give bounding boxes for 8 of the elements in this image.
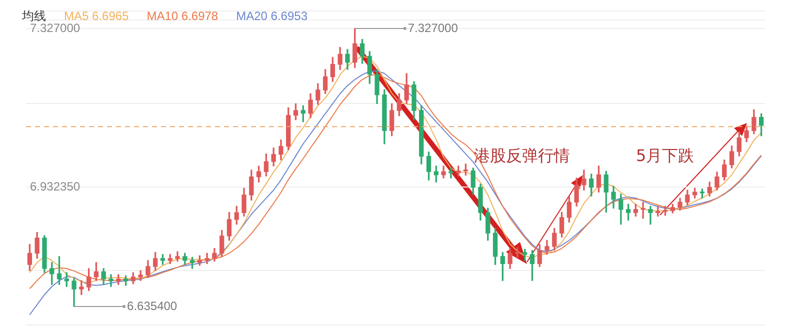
legend-title: 均线 <box>22 9 46 23</box>
annotation: 7.327000 <box>408 20 458 35</box>
annotation: 5月下跌 <box>636 146 694 167</box>
text: MA5 6.6965 <box>64 9 129 23</box>
text: MA20 6.6953 <box>236 9 308 23</box>
text: MA10 6.6978 <box>146 9 218 23</box>
annotation: 6.635400 <box>127 298 178 313</box>
y-tick-label: 6.932350 <box>30 179 80 194</box>
